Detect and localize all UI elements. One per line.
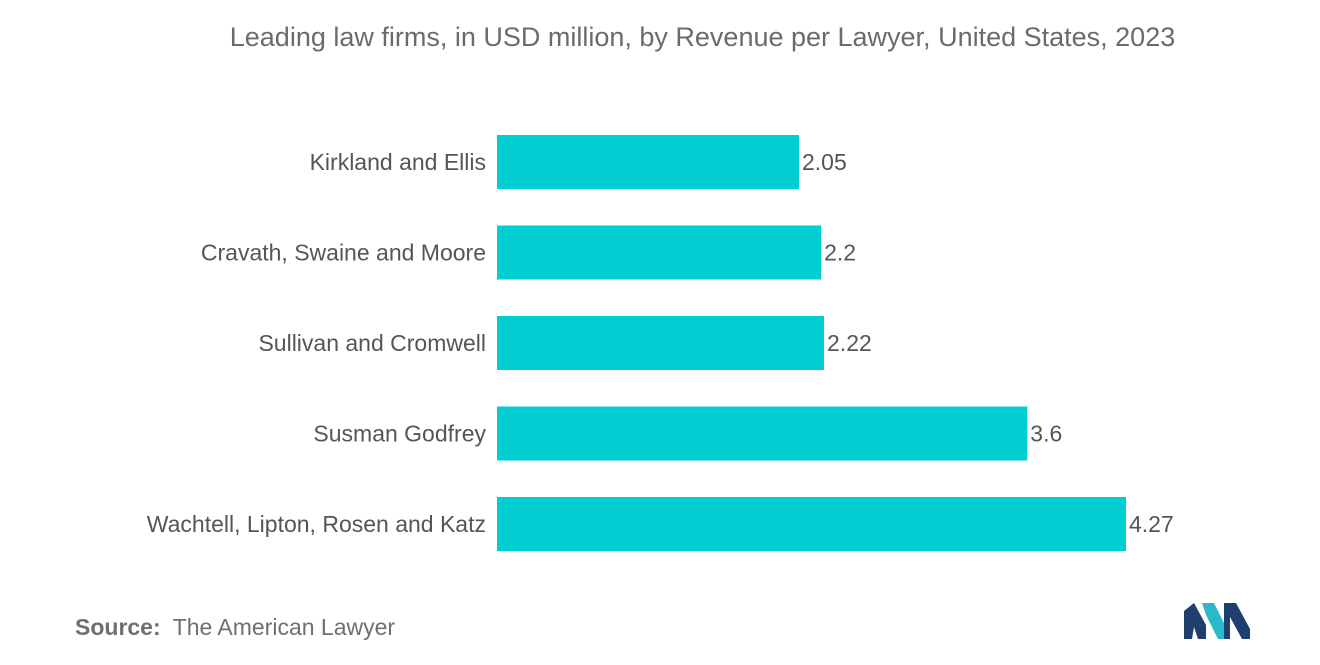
value-label: 2.2 [824,240,856,266]
value-label: 2.05 [802,149,847,175]
bar [497,406,1028,461]
logo-left-shape [1184,603,1206,639]
bar [497,225,822,280]
chart-title: Leading law firms, in USD million, by Re… [229,22,1176,52]
brand-logo-icon [1184,603,1250,639]
category-label: Kirkland and Ellis [310,149,486,175]
bar [497,497,1126,551]
logo-right-shape [1224,603,1250,639]
logo-mid-shape [1202,603,1228,639]
source-label: Source: [75,614,161,640]
source-text: The American Lawyer [172,614,396,640]
value-label: 3.6 [1030,421,1062,447]
category-label: Cravath, Swaine and Moore [201,240,486,266]
category-label: Wachtell, Lipton, Rosen and Katz [147,511,486,537]
source-note: Source: The American Lawyer [75,614,395,641]
category-label: Sullivan and Cromwell [258,330,486,356]
bar [497,316,825,370]
value-label: 2.22 [827,330,872,356]
bar [497,135,799,189]
bar-chart: Kirkland and Ellis 2.05 Cravath, Swaine an… [147,135,1174,551]
category-label: Susman Godfrey [313,421,486,447]
value-label: 4.27 [1129,511,1174,537]
